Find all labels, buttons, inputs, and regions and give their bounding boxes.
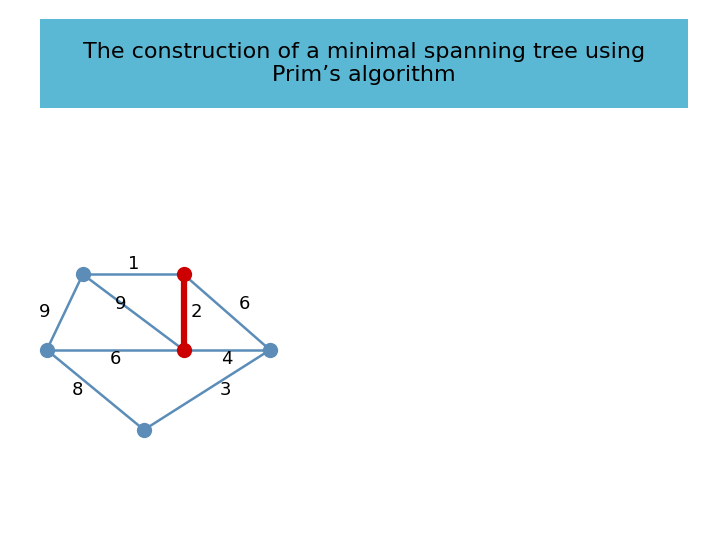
- Text: 9: 9: [114, 295, 126, 313]
- Text: 8: 8: [72, 381, 83, 399]
- Text: 6: 6: [239, 295, 251, 313]
- Text: The construction of a minimal spanning tree using
Prim’s algorithm: The construction of a minimal spanning t…: [83, 42, 644, 85]
- Text: 9: 9: [39, 303, 50, 321]
- Text: 4: 4: [221, 350, 233, 368]
- Text: 1: 1: [127, 254, 139, 273]
- Text: 3: 3: [220, 381, 230, 399]
- Text: 2: 2: [191, 303, 202, 321]
- Text: 6: 6: [109, 350, 121, 368]
